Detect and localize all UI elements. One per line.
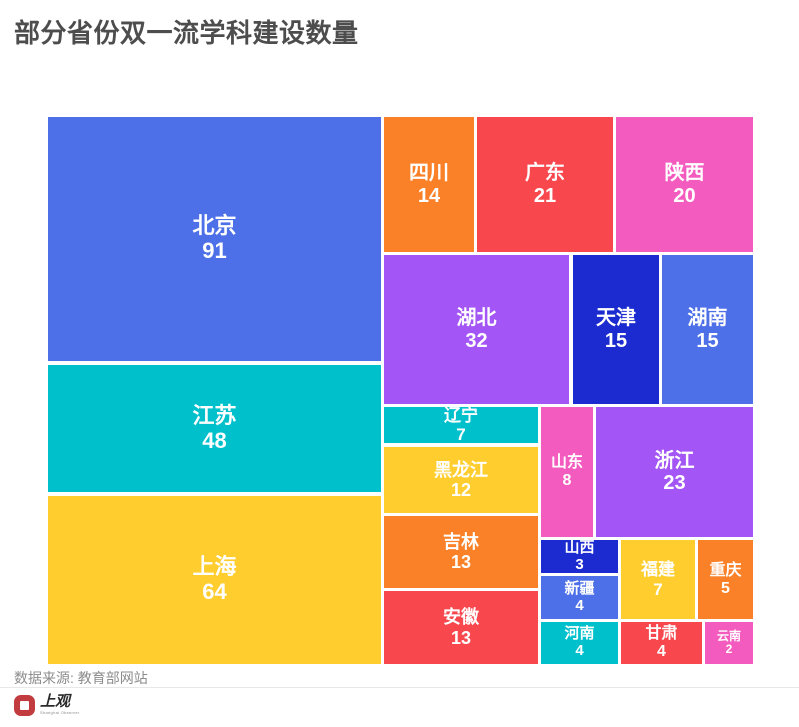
cell-value: 8 [562,472,572,489]
cell-label: 福建 [641,560,675,580]
cell-label: 山西 [564,540,595,556]
cell-label: 山东 [550,454,583,472]
cell-value: 3 [575,555,584,573]
cell-value: 23 [663,472,686,494]
cell-value: 13 [450,627,472,648]
cell-value: 32 [465,329,488,352]
cell-label: 上海 [192,554,237,580]
cell-label: 云南 [716,628,741,643]
cell-value: 14 [417,184,441,207]
cell-label: 北京 [192,213,237,239]
treemap-cell-liaoning: 辽宁 7 [384,407,538,443]
publisher-logo: 上观 Shanghai Observer [14,695,80,716]
cell-label: 重庆 [709,561,742,579]
cell-value: 4 [575,642,584,659]
treemap-cell-sichuan: 四川 14 [384,117,474,252]
cell-value: 13 [450,552,472,572]
treemap-cell-chongqing: 重庆 5 [698,540,753,619]
cell-value: 12 [450,480,472,500]
cell-label: 湖南 [687,307,728,330]
treemap-cell-guangdong: 广东 21 [477,117,613,252]
logo-text: 上观 [40,694,71,711]
treemap-cell-fujian: 福建 7 [621,540,695,619]
treemap-cell-jilin: 吉林 13 [384,516,538,588]
cell-value: 7 [456,425,466,443]
cell-label: 甘肃 [645,625,678,643]
cell-value: 7 [653,579,663,599]
treemap-cell-hubei: 湖北 32 [384,255,569,404]
cell-label: 广东 [525,162,565,185]
cell-label: 吉林 [443,531,479,552]
treemap-cell-beijing: 北京 91 [48,117,381,361]
cell-label: 湖北 [456,307,497,330]
treemap-cell-gansu: 甘肃 4 [621,622,702,664]
treemap-cell-shanghai: 上海 64 [48,496,381,664]
treemap-cell-shanxi: 山西 3 [541,540,618,573]
cell-label: 辽宁 [444,407,478,425]
cell-value: 5 [721,579,730,597]
cell-value: 21 [533,184,557,207]
cell-value: 4 [657,643,666,660]
cell-value: 15 [696,329,719,352]
cell-value: 4 [575,596,584,614]
treemap-cell-henan: 河南 4 [541,622,618,664]
cell-label: 河南 [564,625,595,643]
treemap-cell-shaanxi: 陕西 20 [616,117,753,252]
cell-value: 15 [604,329,628,352]
treemap-cell-shandong: 山东 8 [541,407,593,537]
cell-label: 新疆 [564,579,595,597]
treemap-cell-heilongjiang: 黑龙江 12 [384,447,538,513]
treemap-cell-anhui: 安徽 13 [384,591,538,664]
cell-label: 陕西 [664,162,705,185]
cell-label: 四川 [409,162,449,185]
treemap-cell-xinjiang: 新疆 4 [541,576,618,619]
cell-label: 浙江 [654,449,695,472]
treemap-cell-zhejiang: 浙江 23 [596,407,753,537]
treemap-cell-tianjin: 天津 15 [573,255,659,404]
treemap-cell-yunnan: 云南 2 [705,622,753,664]
cell-label: 安徽 [443,607,479,628]
cell-label: 江苏 [192,402,237,428]
treemap-cell-jiangsu: 江苏 48 [48,365,381,492]
data-source-note: 数据来源: 教育部网站 [14,670,148,686]
cell-value: 48 [202,427,227,453]
cell-value: 91 [202,238,227,263]
footer-divider [0,687,799,688]
logo-subtext: Shanghai Observer [40,710,80,716]
cell-value: 2 [725,642,733,656]
logo-ring-icon [14,695,35,716]
treemap: 北京 91 江苏 48 上海 64 四川 14 广东 21 陕西 20 湖北 32 天津 15 湖南 15 辽宁 7 黑… [48,117,754,665]
treemap-cell-hunan: 湖南 15 [662,255,753,404]
cell-label: 天津 [596,307,636,330]
page-title: 部分省份双一流学科建设数量 [14,18,359,48]
cell-label: 黑龙江 [434,459,488,480]
cell-value: 64 [202,579,227,604]
cell-value: 20 [673,184,696,207]
